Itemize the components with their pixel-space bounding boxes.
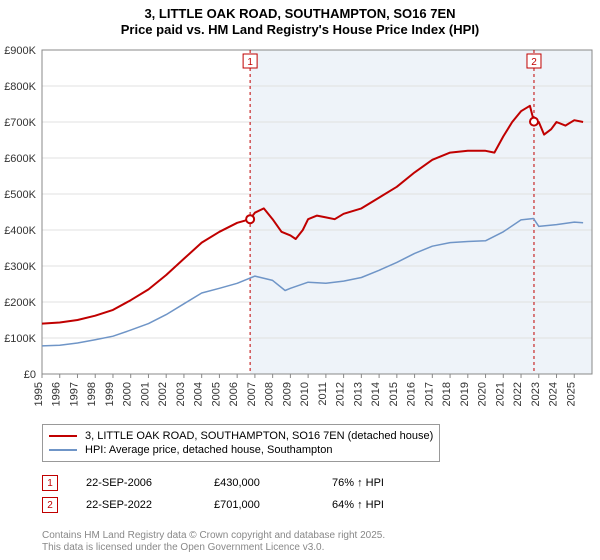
svg-text:2013: 2013 [352,382,364,406]
legend-item: 3, LITTLE OAK ROAD, SOUTHAMPTON, SO16 7E… [49,429,433,443]
svg-text:1997: 1997 [68,382,80,406]
svg-text:2023: 2023 [530,382,542,406]
event-price: £430,000 [214,477,304,489]
footer-line1: Contains HM Land Registry data © Crown c… [42,530,385,542]
svg-text:2003: 2003 [175,382,187,406]
svg-text:2018: 2018 [441,382,453,406]
svg-text:1998: 1998 [86,382,98,406]
svg-text:2017: 2017 [423,382,435,406]
event-marker: 1 [42,475,58,491]
svg-text:2000: 2000 [122,382,134,406]
legend-item: HPI: Average price, detached house, Sout… [49,443,433,457]
title-line2: Price paid vs. HM Land Registry's House … [0,22,600,38]
svg-text:£400K: £400K [4,225,36,237]
svg-text:2002: 2002 [157,382,169,406]
svg-text:£200K: £200K [4,297,36,309]
svg-text:2021: 2021 [494,382,506,406]
svg-text:2: 2 [531,57,537,68]
events-table: 1 22-SEP-2006 £430,000 76% ↑ HPI 2 22-SE… [42,472,422,516]
event-row: 2 22-SEP-2022 £701,000 64% ↑ HPI [42,494,422,516]
chart: £0 £100K £200K £300K £400K £500K £600K £700K £80… [0,44,600,420]
svg-text:£600K: £600K [4,153,36,165]
svg-text:2011: 2011 [317,382,329,406]
svg-text:2010: 2010 [299,382,311,406]
svg-text:2006: 2006 [228,382,240,406]
svg-text:£500K: £500K [4,189,36,201]
svg-text:2016: 2016 [406,382,418,406]
event-date: 22-SEP-2022 [86,499,186,511]
legend-label: HPI: Average price, detached house, Sout… [85,444,332,456]
chart-title: 3, LITTLE OAK ROAD, SOUTHAMPTON, SO16 7E… [0,0,600,39]
svg-text:2019: 2019 [459,382,471,406]
svg-text:1999: 1999 [104,382,116,406]
footer-line2: This data is licensed under the Open Gov… [42,542,385,554]
legend-label: 3, LITTLE OAK ROAD, SOUTHAMPTON, SO16 7E… [85,430,433,442]
svg-text:2015: 2015 [388,382,400,406]
event-marker: 2 [42,497,58,513]
event-hpi: 76% ↑ HPI [332,477,422,489]
svg-text:2005: 2005 [210,382,222,406]
svg-text:2004: 2004 [193,382,205,406]
svg-text:2012: 2012 [335,382,347,406]
svg-text:2022: 2022 [512,382,524,406]
svg-text:2008: 2008 [264,382,276,406]
svg-text:£300K: £300K [4,261,36,273]
event-price: £701,000 [214,499,304,511]
svg-text:1: 1 [247,57,253,68]
svg-text:2007: 2007 [246,382,258,406]
svg-text:2025: 2025 [565,382,577,406]
svg-text:£700K: £700K [4,117,36,129]
svg-text:2024: 2024 [548,382,560,406]
svg-text:£0: £0 [24,369,36,381]
svg-text:2009: 2009 [281,382,293,406]
svg-text:2014: 2014 [370,382,382,406]
legend-swatch [49,435,77,437]
svg-text:2001: 2001 [139,382,151,406]
svg-text:£900K: £900K [4,45,36,57]
legend-swatch [49,449,77,451]
svg-text:£800K: £800K [4,81,36,93]
title-line1: 3, LITTLE OAK ROAD, SOUTHAMPTON, SO16 7E… [0,6,600,22]
event-date: 22-SEP-2006 [86,477,186,489]
svg-text:1995: 1995 [33,382,45,406]
event-hpi: 64% ↑ HPI [332,499,422,511]
svg-text:1996: 1996 [51,382,63,406]
svg-text:£100K: £100K [4,333,36,345]
svg-text:2020: 2020 [477,382,489,406]
footer: Contains HM Land Registry data © Crown c… [42,530,385,554]
legend: 3, LITTLE OAK ROAD, SOUTHAMPTON, SO16 7E… [42,424,440,462]
event-row: 1 22-SEP-2006 £430,000 76% ↑ HPI [42,472,422,494]
